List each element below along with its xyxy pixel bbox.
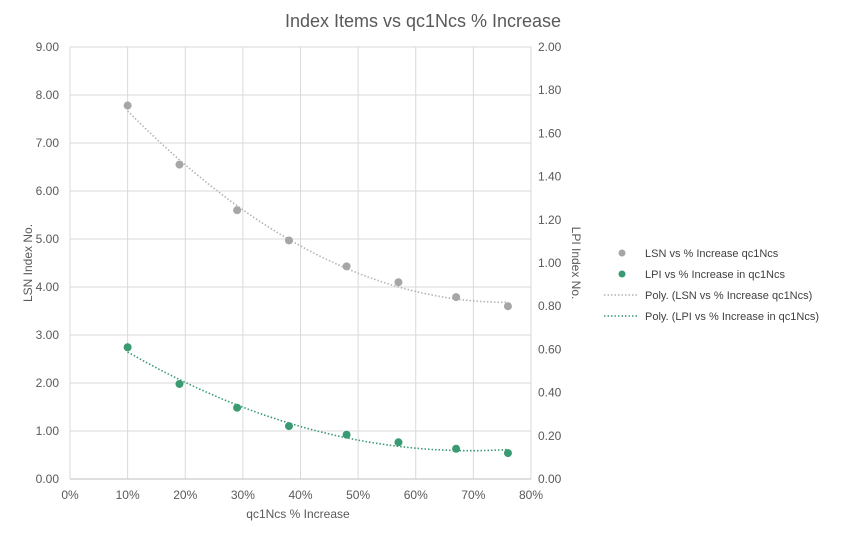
x-tick-label: 30% — [231, 488, 255, 502]
y-tick-label: 8.00 — [36, 88, 60, 102]
x-tick-label: 0% — [61, 488, 79, 502]
legend-label-2: LPI vs % Increase in qc1Ncs — [645, 269, 786, 281]
series-2-point — [123, 343, 132, 352]
y-tick-label: 1.00 — [36, 424, 60, 438]
series-2-point — [342, 430, 351, 439]
y2-tick-label: 0.60 — [538, 342, 562, 356]
legend-marker-1 — [618, 249, 626, 257]
series-1-point — [394, 278, 403, 287]
x-tick-label: 80% — [519, 488, 543, 502]
y-tick-label: 9.00 — [36, 40, 60, 54]
y-tick-label: 3.00 — [36, 328, 60, 342]
y-tick-label: 0.00 — [36, 472, 60, 486]
data-points — [123, 101, 512, 458]
series-1-point — [284, 236, 293, 245]
series-1-point — [503, 302, 512, 311]
y-tick-label: 5.00 — [36, 232, 60, 246]
y2-tick-labels: 0.00 0.20 0.40 0.60 0.80 1.00 1.20 1.40 1.60 1.80… — [538, 40, 562, 486]
x-tick-label: 40% — [288, 488, 312, 502]
axes — [69, 47, 532, 480]
y-tick-label: 4.00 — [36, 280, 60, 294]
y2-tick-label: 0.00 — [538, 472, 562, 486]
y2-tick-label: 1.80 — [538, 83, 562, 97]
legend-label-1: LSN vs % Increase qc1Ncs — [645, 248, 779, 260]
series-2-point — [503, 449, 512, 458]
x-tick-label: 60% — [404, 488, 428, 502]
y-tick-labels: 0.00 1.00 2.00 3.00 4.00 5.00 6.00 7.00 8.00 9.00 — [36, 40, 60, 486]
x-axis-title: qc1Ncs % Increase — [246, 507, 350, 521]
y2-tick-label: 1.60 — [538, 126, 562, 140]
series-1-point — [123, 101, 132, 110]
y2-tick-label: 1.20 — [538, 213, 562, 227]
y-axis-title: LSN Index No. — [21, 224, 35, 302]
series-2-point — [452, 444, 461, 453]
series-1-point — [452, 293, 461, 302]
x-tick-labels: 0% 10% 20% 30% 40% 50% 60% 70% 80% — [61, 488, 543, 502]
series-1-point — [233, 206, 242, 215]
series-2-point — [284, 422, 293, 431]
series-1-point — [175, 160, 184, 169]
trendlines — [127, 110, 508, 452]
x-tick-label: 70% — [461, 488, 485, 502]
y2-tick-label: 0.20 — [538, 429, 562, 443]
y2-tick-label: 0.80 — [538, 299, 562, 313]
gridlines — [70, 46, 531, 479]
x-tick-label: 20% — [173, 488, 197, 502]
y2-tick-label: 2.00 — [538, 40, 562, 54]
series-2-point — [233, 403, 242, 412]
x-tick-label: 50% — [346, 488, 370, 502]
series-1-point — [342, 262, 351, 271]
series-2-point — [175, 379, 184, 388]
x-tick-label: 10% — [116, 488, 140, 502]
trendline-2 — [127, 351, 508, 452]
legend: LSN vs % Increase qc1Ncs LPI vs % Increas… — [604, 248, 819, 323]
y2-axis-title: LPI Index No. — [569, 227, 583, 300]
y2-tick-label: 0.40 — [538, 386, 562, 400]
y-tick-label: 2.00 — [36, 376, 60, 390]
legend-label-4: Poly. (LPI vs % Increase in qc1Ncs) — [645, 311, 819, 323]
legend-label-3: Poly. (LSN vs % Increase qc1Ncs) — [645, 290, 812, 302]
series-2-point — [394, 438, 403, 447]
legend-marker-2 — [618, 270, 626, 278]
y2-tick-label: 1.40 — [538, 170, 562, 184]
y-tick-label: 7.00 — [36, 136, 60, 150]
chart-title: Index Items vs qc1Ncs % Increase — [285, 11, 561, 31]
y2-tick-label: 1.00 — [538, 256, 562, 270]
y-tick-label: 6.00 — [36, 184, 60, 198]
